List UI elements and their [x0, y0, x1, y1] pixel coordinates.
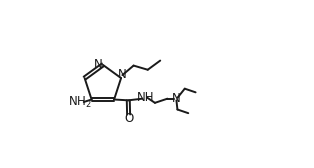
- Text: NH$_2$: NH$_2$: [68, 95, 92, 110]
- Text: N: N: [94, 57, 103, 71]
- Text: O: O: [124, 112, 133, 125]
- Text: N: N: [172, 92, 181, 105]
- Text: N: N: [117, 68, 126, 81]
- Text: NH: NH: [137, 91, 154, 104]
